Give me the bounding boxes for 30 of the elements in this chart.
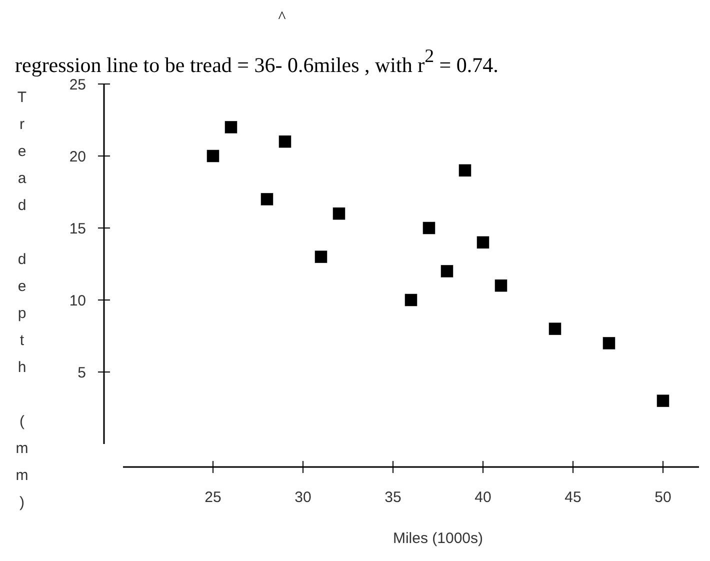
y-tick-label: 15	[69, 220, 86, 238]
point	[494, 279, 508, 292]
point	[260, 193, 274, 206]
point	[440, 265, 454, 278]
text: ^	[278, 9, 286, 26]
point	[656, 394, 670, 407]
point	[404, 294, 418, 306]
point	[332, 207, 346, 220]
point	[224, 121, 238, 134]
y-tick-label: 20	[69, 148, 86, 166]
y-tick-label: 25	[69, 76, 86, 94]
x-tick-label: 45	[564, 489, 582, 506]
point	[314, 250, 328, 263]
x-tick-label: 25	[204, 489, 222, 506]
x-tick-label: 50	[654, 489, 672, 506]
point	[278, 135, 292, 148]
point	[476, 236, 490, 249]
x-tick-label: 30	[294, 489, 312, 506]
x-tick-label: 40	[474, 489, 492, 506]
point	[602, 337, 616, 350]
text: Tread depth (mm)	[16, 89, 28, 511]
x-tick-label: 35	[384, 489, 402, 506]
point	[206, 150, 220, 162]
point	[548, 322, 562, 335]
point	[422, 222, 436, 234]
x-axis-title: Miles (1000s)	[392, 530, 484, 547]
point	[458, 164, 472, 177]
y-tick-label: 5	[78, 364, 86, 382]
chart-title: regression line to be tread = 36- 0.6miles , with r$^{2}$ = 0.74.	[15, 46, 498, 77]
y-tick-label: 10	[69, 292, 86, 310]
